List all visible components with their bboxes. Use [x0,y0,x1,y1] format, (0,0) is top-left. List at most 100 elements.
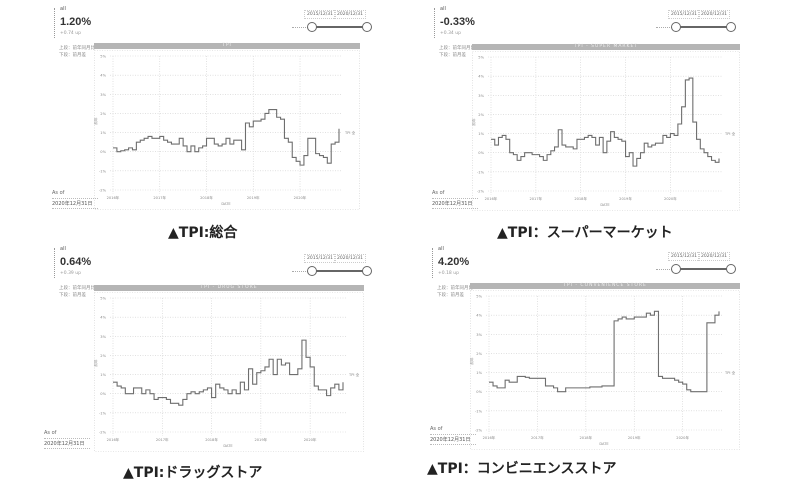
kpi-value: -0.33% [440,16,475,28]
slider-track-inactive [656,269,674,270]
svg-text:2020年: 2020年 [664,196,677,201]
range-start-date[interactable]: 2015/12/31 [304,254,336,263]
date-range-slider[interactable]: 2015/12/31 2020/12/31 [656,252,746,280]
series-line [113,109,340,166]
caption-tpi-convenience: ▲TPI：コンビニエンスストア [427,461,617,477]
slider-track-active[interactable] [674,268,730,270]
svg-text:2016年: 2016年 [107,437,120,442]
range-start-date[interactable]: 2015/12/31 [668,10,700,19]
svg-text:2020年: 2020年 [304,437,317,442]
kpi-delta: +0.39 up [60,271,81,276]
svg-text:1%: 1% [478,132,484,136]
svg-text:前年: 前年 [93,359,98,367]
svg-text:-2%: -2% [477,190,485,194]
svg-text:5%: 5% [478,56,484,60]
range-end-date[interactable]: 2020/12/31 [698,10,730,19]
range-end-date[interactable]: 2020/12/31 [334,10,366,19]
slider-track-active[interactable] [310,26,366,28]
kpi-delta: +0.74 up [60,31,81,36]
svg-text:2018年: 2018年 [579,435,592,440]
svg-text:3%: 3% [478,94,484,98]
date-range-slider[interactable]: 2015/12/31 2020/12/31 [292,254,382,282]
svg-text:0%: 0% [476,390,482,394]
date-range-slider[interactable]: 2015/12/31 2020/12/31 [656,10,746,38]
svg-text:2017年: 2017年 [529,196,542,201]
svg-text:2020年: 2020年 [676,435,689,440]
legend-line-1: 上段：前年同月比 [439,46,475,51]
panel-tpi-total: all 1.20% +0.74 up 上段：前年同月比 下段：前月差 As of… [40,0,380,215]
chart-plot: 5% 4% 3% 2% 1% 0% -1% -2% 2016年 2017年 2018年 2019年 20… [471,51,740,211]
slider-end-handle[interactable] [726,264,736,274]
svg-text:DATE: DATE [599,442,609,446]
as-of-label: As of [44,430,57,436]
svg-text:5%: 5% [476,295,482,299]
legend-line-1: 上段：前年同月比 [59,286,95,291]
chart-plot: 5% 4% 3% 2% 1% 0% -1% -2% 2016年 2017年 2018年 2019年 20… [93,50,360,210]
slider-start-handle[interactable] [671,264,681,274]
legend-line-2: 下段：前月差 [59,53,86,58]
svg-text:5%: 5% [100,297,106,301]
slider-end-handle[interactable] [362,266,372,276]
panel-tpi-supermarket: all -0.33% +0.34 up 上段：前年同月比 下段：前月差 As o… [420,0,760,215]
as-of-date: 2020年12月31日 [52,198,98,209]
kpi-value: 4.20% [438,256,470,268]
chart-title-band: TPI [94,43,360,49]
svg-text:3%: 3% [476,333,482,337]
svg-text:-2%: -2% [99,189,107,193]
svg-text:1%: 1% [100,373,106,377]
slider-track-inactive [292,27,310,28]
summary-divider [54,8,55,38]
svg-text:5%: 5% [100,55,106,59]
range-start-date[interactable]: 2015/12/31 [304,10,336,19]
range-end-date[interactable]: 2020/12/31 [334,254,366,263]
segment-label: all [440,6,446,12]
slider-end-handle[interactable] [726,22,736,32]
svg-text:2018年: 2018年 [200,195,213,200]
summary-divider [432,248,433,278]
range-start-date[interactable]: 2015/12/31 [668,252,700,261]
chart-title-band: TPI - DRUG STORE [94,285,364,291]
as-of-date: 2020年12月31日 [44,438,90,449]
svg-text:0%: 0% [100,150,106,154]
date-range-slider[interactable]: 2015/12/31 2020/12/31 [292,10,382,38]
slider-start-handle[interactable] [671,22,681,32]
slider-end-handle[interactable] [362,22,372,32]
svg-text:TPI 全: TPI 全 [724,131,736,136]
svg-text:4%: 4% [476,314,482,318]
chart-title-band: TPI - CONVENIENCE STORE [470,283,740,289]
svg-text:3%: 3% [100,93,106,97]
svg-text:前年: 前年 [471,118,476,126]
panel-tpi-convenience: all 4.20% +0.18 up 上段：前年同月比 下段：前月差 As of… [420,240,760,455]
segment-label: all [60,6,66,12]
series-line [489,310,720,393]
range-end-date[interactable]: 2020/12/31 [698,252,730,261]
svg-text:2020年: 2020年 [294,195,307,200]
slider-track-active[interactable] [674,26,730,28]
svg-text:前年: 前年 [469,357,474,365]
svg-text:2017年: 2017年 [531,435,544,440]
as-of-date: 2020年12月31日 [432,198,478,209]
svg-text:DATE: DATE [600,203,610,207]
step-line-chart: 5% 4% 3% 2% 1% 0% -1% -2%2016年 2017年 2018年 2019年 20… [93,292,364,452]
slider-start-handle[interactable] [307,266,317,276]
segment-label: all [438,246,444,252]
svg-text:3%: 3% [100,335,106,339]
step-line-chart: 5% 4% 3% 2% 1% 0% -1% -2%2016年 2017年 2018年 2019年 20… [471,51,740,211]
legend-line-1: 上段：前年同月比 [437,286,473,291]
as-of-label: As of [432,190,445,196]
svg-text:TPI 全: TPI 全 [344,130,356,135]
legend-line-2: 下段：前月差 [439,53,466,58]
caption-tpi-total: ▲TPI:総合 [168,225,238,241]
svg-text:DATE: DATE [223,444,233,448]
svg-text:TPI 全: TPI 全 [348,372,360,377]
svg-text:2019年: 2019年 [254,437,267,442]
slider-start-handle[interactable] [307,22,317,32]
svg-text:1%: 1% [476,371,482,375]
kpi-delta: +0.34 up [440,31,461,36]
svg-text:-1%: -1% [475,409,483,413]
svg-text:DATE: DATE [221,202,231,206]
svg-text:2%: 2% [100,112,106,116]
svg-text:2016年: 2016年 [483,435,496,440]
slider-track-active[interactable] [310,270,366,272]
svg-text:2016年: 2016年 [107,195,120,200]
